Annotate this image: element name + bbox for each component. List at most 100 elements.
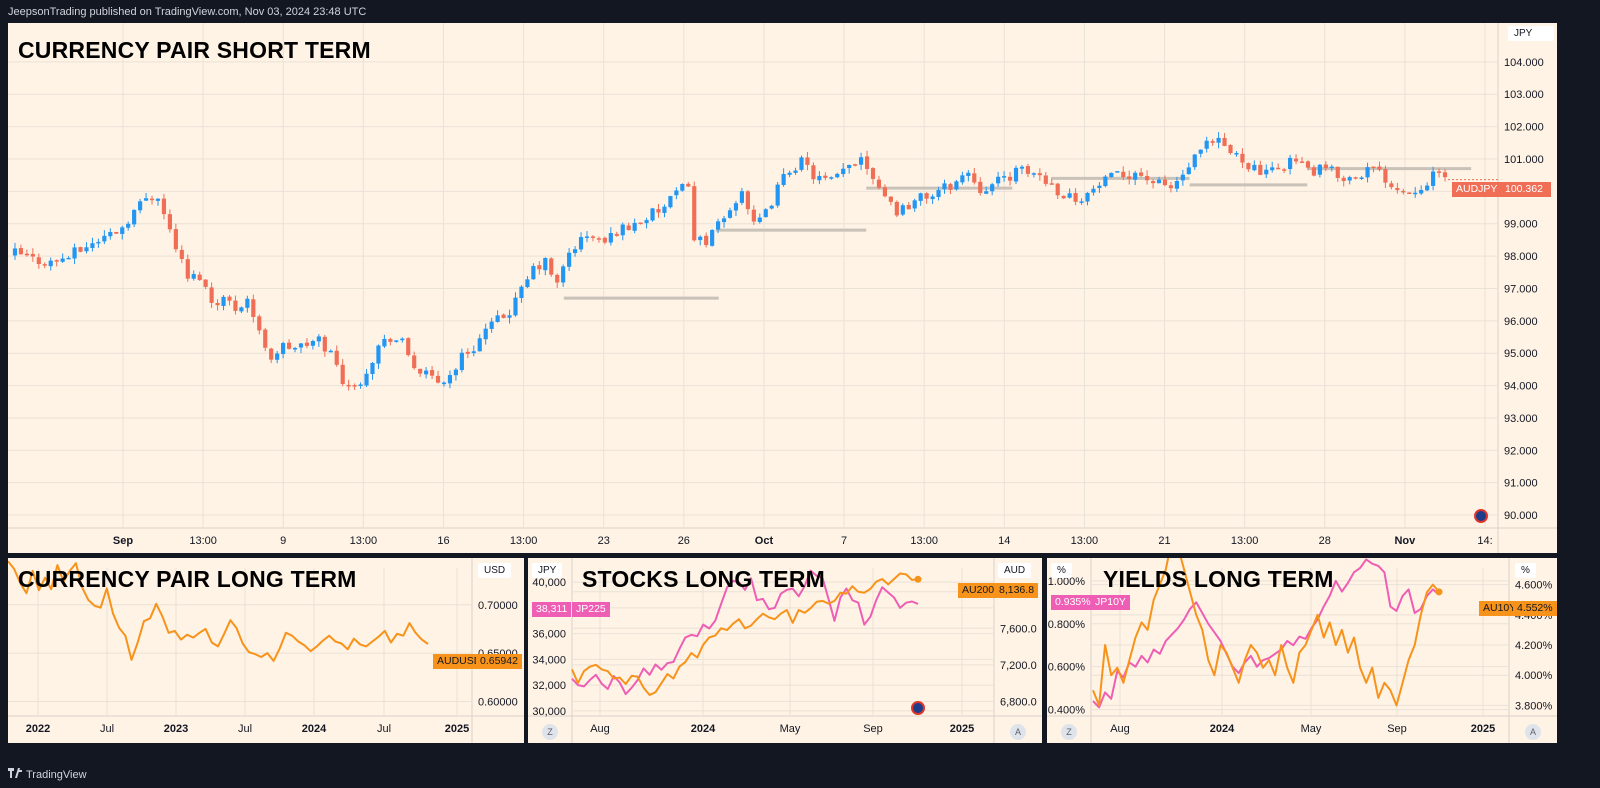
tradingview-logo-icon xyxy=(8,768,22,778)
pane2-right-price-tag: 8,136.8 xyxy=(995,583,1039,598)
candle-body xyxy=(978,181,983,193)
candle-body xyxy=(1127,176,1132,180)
pane1-price-unit[interactable]: USD xyxy=(478,563,512,578)
candle-body xyxy=(155,198,161,201)
candle-body xyxy=(257,316,262,331)
candle-body xyxy=(78,247,83,252)
candle-body xyxy=(1401,190,1406,193)
candle-body xyxy=(1097,185,1102,189)
time-axis-label: 2025 xyxy=(445,723,469,735)
candle-body xyxy=(626,225,631,231)
time-axis-label: Aug xyxy=(590,723,610,735)
pane2-left-price-tag: 38,311 xyxy=(532,602,572,617)
pane2-right-unit[interactable]: AUD xyxy=(998,563,1032,578)
candle-body xyxy=(990,184,995,192)
price-axis-label: 7,200.0 xyxy=(1000,660,1037,672)
series-line-jp225 xyxy=(571,569,919,696)
left-axis-z-toggle[interactable]: Z xyxy=(542,724,558,740)
candle-body xyxy=(876,179,882,188)
pane3-left-unit[interactable]: % xyxy=(1051,563,1072,578)
candle-body xyxy=(1168,185,1174,189)
price-axis-label: 6,800.0 xyxy=(1000,696,1037,708)
left-axis-z-toggle[interactable]: Z xyxy=(1061,724,1077,740)
time-axis-label: Jul xyxy=(238,723,252,735)
time-axis-label: 2025 xyxy=(1471,723,1495,735)
main-chart-panel[interactable]: 104.000103.000102.000101.000100.00099.00… xyxy=(8,23,1557,553)
candle-body xyxy=(853,164,858,166)
time-axis-label: 13:00 xyxy=(189,535,217,547)
candle-body xyxy=(1442,172,1448,178)
price-axis-label: 99.000 xyxy=(1504,219,1538,231)
candle-body xyxy=(972,173,977,183)
candle-body xyxy=(90,243,95,248)
time-axis-label: Jul xyxy=(377,723,391,735)
stocks-long-term-panel[interactable]: Aug2024MaySep202540,00038,00036,00034,00… xyxy=(528,558,1042,743)
candle-body xyxy=(489,321,494,329)
price-axis-label: 1.000% xyxy=(1048,576,1086,588)
candle-body xyxy=(823,175,828,178)
candle-body xyxy=(203,279,208,287)
candle-body xyxy=(364,373,369,386)
candle-body xyxy=(143,198,149,201)
candle-body xyxy=(805,157,810,165)
main-price-unit[interactable]: JPY xyxy=(1508,26,1554,41)
pane3-right-unit[interactable]: % xyxy=(1515,563,1536,578)
candle-body xyxy=(751,209,756,222)
candle-body xyxy=(1174,181,1179,189)
candle-body xyxy=(310,341,315,346)
candle-body xyxy=(692,186,697,241)
right-axis-a-toggle[interactable]: A xyxy=(1010,724,1026,740)
candle-body xyxy=(215,302,220,306)
candle-body xyxy=(584,236,590,238)
time-axis-label: May xyxy=(780,723,801,735)
price-axis-label: 4.200% xyxy=(1515,640,1553,652)
candle-body xyxy=(209,287,214,303)
pane2-right-symbol-tag: AU200 xyxy=(958,583,999,598)
attribution-text: JeepsonTrading published on TradingView.… xyxy=(8,6,367,18)
candle-body xyxy=(1270,167,1275,171)
time-axis-label: 14 xyxy=(998,535,1010,547)
candle-body xyxy=(817,176,822,181)
candle-body xyxy=(1407,192,1412,195)
candle-body xyxy=(1103,176,1108,187)
footer-brand[interactable]: TradingView xyxy=(26,769,87,781)
currency-long-term-panel[interactable]: 2022Jul2023Jul2024Jul20250.700000.650000… xyxy=(8,558,524,743)
candle-body xyxy=(66,257,71,260)
candle-body xyxy=(1150,181,1156,184)
series-line-jp10y xyxy=(1092,558,1440,709)
candle-body xyxy=(227,296,232,301)
candle-body xyxy=(829,177,834,179)
price-axis-label: 0.70000 xyxy=(478,600,518,612)
candle-body xyxy=(739,191,745,203)
candle-body xyxy=(233,300,238,311)
main-chart-svg[interactable]: 104.000103.000102.000101.000100.00099.00… xyxy=(8,23,1557,553)
main-last-price-tag: 100.362 xyxy=(1501,182,1551,197)
yields-long-term-panel[interactable]: Aug 2024 May Sep 2025 1.000% 0.800% 0.600% 0.400… xyxy=(1047,558,1557,743)
candle-body xyxy=(406,338,411,356)
candle-body xyxy=(281,343,286,355)
candle-body xyxy=(710,230,715,246)
candle-body xyxy=(30,253,35,257)
pane2-left-unit[interactable]: JPY xyxy=(532,563,563,578)
time-axis-label: 2024 xyxy=(302,723,327,735)
candle-body xyxy=(769,205,774,209)
australia-flag-icon[interactable] xyxy=(1474,509,1488,523)
candle-body xyxy=(578,237,584,250)
right-axis-a-toggle[interactable]: A xyxy=(1525,724,1541,740)
candle-body xyxy=(1258,164,1263,175)
candle-body xyxy=(435,375,441,383)
candle-body xyxy=(269,348,274,360)
yields-long-term-title: YIELDS LONG TERM xyxy=(1103,566,1334,592)
candle-body xyxy=(787,172,792,175)
candle-body xyxy=(18,248,24,255)
candle-body xyxy=(298,343,304,348)
candle-body xyxy=(650,208,655,221)
time-axis-label: 16 xyxy=(437,535,449,547)
candle-body xyxy=(721,218,727,223)
australia-flag-icon[interactable] xyxy=(911,701,925,715)
candle-body xyxy=(799,157,804,170)
candle-body xyxy=(1389,183,1394,188)
candle-body xyxy=(1067,193,1072,198)
candle-body xyxy=(543,257,548,271)
price-axis-label: 96.000 xyxy=(1504,316,1538,328)
